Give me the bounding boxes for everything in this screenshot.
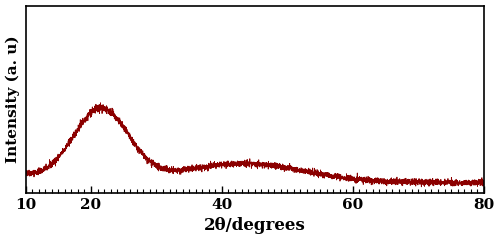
Y-axis label: Intensity (a. u): Intensity (a. u) [6, 36, 20, 163]
X-axis label: 2θ/degrees: 2θ/degrees [204, 217, 306, 234]
